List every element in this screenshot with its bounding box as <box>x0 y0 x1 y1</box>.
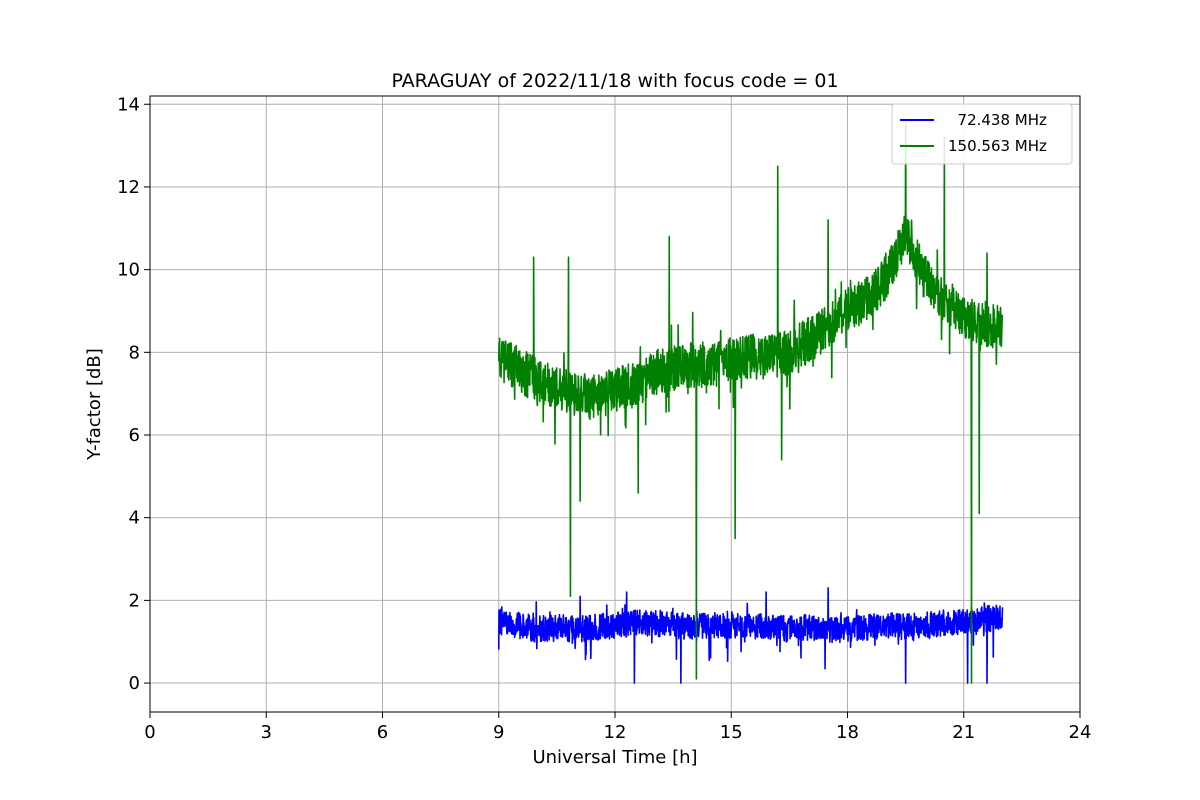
legend-box <box>891 103 1073 165</box>
y-tick-label: 14 <box>117 94 140 115</box>
legend: 72.438 MHz 150.563 MHz <box>891 103 1073 165</box>
legend-entry: 150.563 MHz <box>948 137 1047 155</box>
x-tick-label: 3 <box>261 722 272 743</box>
x-tick-label: 0 <box>144 722 155 743</box>
y-tick-label: 0 <box>129 673 140 694</box>
x-axis-label: Universal Time [h] <box>532 747 697 768</box>
y-tick-label: 8 <box>129 342 140 363</box>
series-line-150mhz <box>497 124 1004 684</box>
y-axis-label: Y-factor [dB] <box>84 348 105 461</box>
legend-entry: 72.438 MHz <box>948 111 1047 129</box>
y-tick-label: 2 <box>129 590 140 611</box>
y-tick-label: 4 <box>129 508 140 529</box>
x-tick-label: 9 <box>493 722 504 743</box>
x-tick-label: 24 <box>1069 722 1092 743</box>
y-tick-label: 12 <box>117 177 140 198</box>
x-tick-label: 6 <box>377 722 388 743</box>
chart-title: PARAGUAY of 2022/11/18 with focus code =… <box>391 70 838 92</box>
series-layer <box>497 124 1004 684</box>
x-tick-label: 21 <box>952 722 975 743</box>
x-tick-label: 12 <box>604 722 627 743</box>
x-tick-label: 15 <box>720 722 743 743</box>
y-tick-label: 6 <box>129 425 140 446</box>
x-tick-label: 18 <box>836 722 859 743</box>
series-line-72mhz <box>497 587 1004 684</box>
y-tick-label: 10 <box>117 260 140 281</box>
